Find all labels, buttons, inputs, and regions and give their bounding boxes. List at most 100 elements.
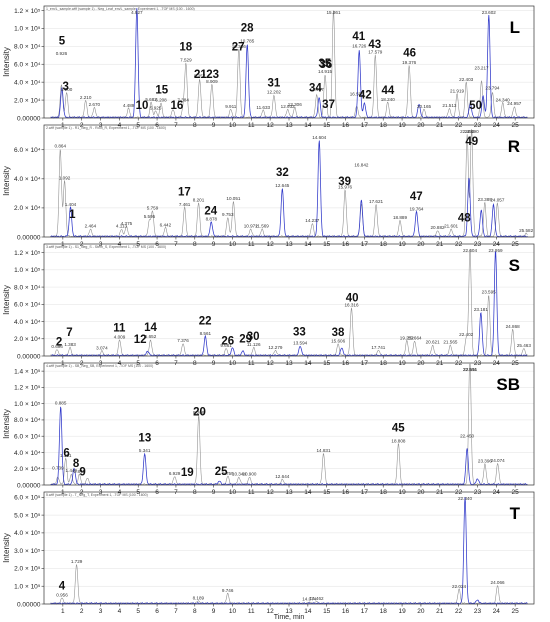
x-tick-label: 6 (155, 241, 159, 248)
x-tick-label: 23 (474, 241, 482, 248)
x-tick-label: 5 (136, 608, 140, 615)
x-tick-label: 5 (136, 122, 140, 129)
retention-time-label: 8.201 (193, 198, 205, 203)
retention-time-label: 4.009 (114, 334, 126, 339)
retention-time-label: 20.165 (417, 104, 431, 109)
retention-time-label: 11.633 (256, 105, 270, 110)
retention-time-label: 9.746 (222, 588, 234, 593)
retention-time-label: 12.644 (275, 474, 289, 479)
x-tick-label: 16 (342, 608, 350, 615)
retention-time-label: 21.565 (443, 340, 457, 345)
retention-time-label: 0.696 (51, 344, 63, 349)
retention-time-label: 1.383 (64, 342, 76, 347)
compound-number-label: 28 (241, 23, 254, 35)
x-tick-label: 9 (212, 608, 216, 615)
retention-time-label: 1.449 (66, 468, 78, 473)
x-tick-label: 6 (155, 489, 159, 496)
retention-time-label: 23.794 (485, 86, 499, 91)
y-axis-label: Intensity (2, 533, 11, 563)
compound-number-label: 43 (368, 39, 381, 51)
compound-number-label: 37 (322, 99, 335, 111)
x-tick-label: 8 (193, 241, 197, 248)
y-tick-label: 8.0 × 10⁴ (14, 284, 41, 291)
x-tick-label: 9 (212, 241, 216, 248)
x-tick-label: 14 (304, 489, 312, 496)
x-tick-label: 19 (398, 122, 406, 129)
y-tick-label: 2.0 × 10⁴ (14, 205, 41, 212)
y-tick-label: 2.0 × 10⁴ (14, 466, 41, 473)
retention-time-label: 19.664 (408, 335, 422, 340)
retention-time-label: 8.257 (194, 73, 206, 78)
panel-sample-label: SB (496, 375, 520, 394)
panel-sample-label: L (510, 18, 520, 37)
x-tick-label: 11 (248, 489, 255, 496)
retention-time-label: 25.582 (519, 228, 533, 233)
retention-time-label: 1.878 (74, 469, 86, 474)
y-tick-label: 1.4 × 10⁵ (14, 368, 41, 375)
x-tick-label: 20 (417, 122, 425, 129)
x-tick-label: 7 (174, 360, 178, 367)
x-tick-label: 5 (136, 360, 140, 367)
compound-number-label: 15 (155, 84, 168, 96)
y-tick-label: 8.0 × 10⁴ (14, 417, 41, 424)
x-tick-label: 1 (61, 608, 65, 615)
x-tick-label: 5 (136, 241, 140, 248)
retention-time-label: 22.452 (460, 129, 474, 134)
retention-time-label: 10.785 (240, 39, 254, 44)
retention-time-label: 16.842 (354, 163, 368, 168)
compound-number-label: 27 (232, 42, 245, 54)
compound-number-label: 12 (134, 334, 147, 346)
x-tick-label: 24 (493, 122, 501, 129)
retention-time-label: 10.900 (242, 472, 256, 477)
x-tick-label: 14 (304, 241, 312, 248)
x-tick-label: 7 (174, 489, 178, 496)
x-tick-label: 19 (398, 489, 406, 496)
retention-time-label: 7.461 (179, 202, 191, 207)
y-tick-label: 6.0 × 10⁴ (14, 62, 41, 69)
x-tick-label: 1 (61, 489, 65, 496)
retention-time-label: 5.759 (147, 206, 159, 211)
retention-time-label: 22.604 (463, 248, 477, 253)
panel-header: 1_em/L_sample.wiff (sample 1) - Neg_Leaf… (46, 7, 195, 11)
compound-number-label: 25 (215, 466, 228, 478)
compound-number-label: 33 (293, 326, 306, 338)
panel-s: 3.wiff (sample 1) - S1_Neg_S - Stem_S, E… (2, 243, 535, 367)
retention-time-label: 12.645 (275, 183, 289, 188)
x-tick-label: 20 (417, 360, 425, 367)
x-tick-label: 5 (136, 489, 140, 496)
compound-number-label: 50 (469, 100, 482, 112)
panel-sample-label: T (510, 504, 521, 523)
compound-number-label: 10 (136, 100, 149, 112)
x-tick-label: 21 (436, 241, 444, 248)
x-tick-label: 3 (99, 241, 103, 248)
compound-number-label: 40 (346, 293, 359, 305)
x-tick-label: 12 (267, 122, 275, 129)
compound-number-label: 3 (62, 81, 68, 93)
plot-frame (43, 5, 535, 119)
retention-time-label: 24.957 (507, 101, 521, 106)
retention-time-label: 22.596 (463, 367, 477, 372)
y-tick-label: 6.0 × 10⁴ (14, 302, 41, 309)
x-tick-label: 16 (342, 241, 350, 248)
retention-time-label: 24.066 (491, 580, 505, 585)
retention-time-label: 14.831 (316, 448, 330, 453)
retention-time-label: 7.529 (180, 57, 192, 62)
x-tick-label: 8 (193, 608, 197, 615)
retention-time-label: 14.237 (305, 218, 319, 223)
compound-number-label: 5 (59, 35, 66, 47)
x-tick-label: 6 (155, 360, 159, 367)
retention-time-label: 18.808 (391, 438, 405, 443)
y-tick-label: 0.00000 (17, 353, 41, 360)
compound-number-label: 30 (247, 331, 260, 343)
y-tick-label: 3.0 × 10⁵ (14, 548, 41, 555)
x-tick-label: 3 (99, 360, 103, 367)
retention-time-label: 20.882 (431, 225, 445, 230)
x-tick-label: 7 (174, 608, 178, 615)
y-tick-label: 1.2 × 10⁵ (14, 250, 41, 257)
retention-time-label: 17.579 (368, 49, 382, 54)
compound-number-label: 14 (144, 322, 157, 334)
compound-number-label: 35 (318, 58, 331, 70)
x-tick-label: 2 (80, 122, 84, 129)
x-tick-label: 18 (380, 360, 388, 367)
